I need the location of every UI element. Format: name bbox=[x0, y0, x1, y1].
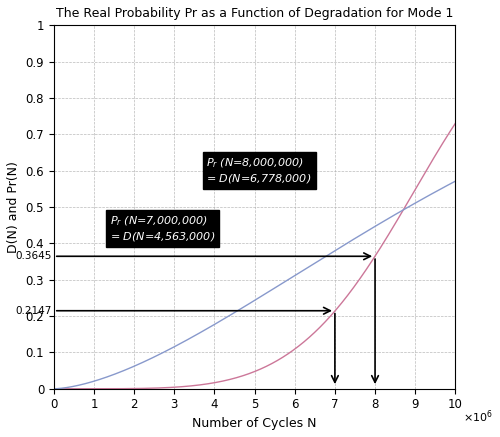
X-axis label: Number of Cycles N: Number of Cycles N bbox=[192, 417, 317, 430]
Y-axis label: D(N) and Pr(N): D(N) and Pr(N) bbox=[7, 161, 20, 253]
Text: $P_r$ ($N$=8,000,000)
= $D$($N$=6,778,000): $P_r$ ($N$=8,000,000) = $D$($N$=6,778,00… bbox=[206, 156, 312, 185]
Text: 0.3645: 0.3645 bbox=[16, 251, 52, 261]
Title: The Real Probability Pr as a Function of Degradation for Mode 1: The Real Probability Pr as a Function of… bbox=[56, 7, 454, 20]
Text: $P_r$ ($N$=7,000,000)
= $D$($N$=4,563,000): $P_r$ ($N$=7,000,000) = $D$($N$=4,563,00… bbox=[110, 215, 216, 243]
Text: $\times\mathregular{10}^{\mathregular{6}}$: $\times\mathregular{10}^{\mathregular{6}… bbox=[464, 409, 494, 425]
Text: 0.2147: 0.2147 bbox=[16, 306, 52, 316]
